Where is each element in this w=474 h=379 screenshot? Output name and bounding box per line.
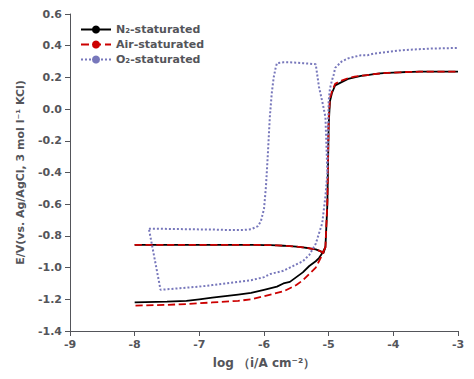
svg-text:-0.8: -0.8 bbox=[38, 229, 62, 242]
svg-text:-3: -3 bbox=[452, 338, 464, 351]
svg-text:Air-staturated: Air-staturated bbox=[116, 38, 204, 51]
svg-text:-6: -6 bbox=[258, 338, 271, 351]
svg-text:-1.0: -1.0 bbox=[38, 261, 62, 274]
svg-text:0.0: 0.0 bbox=[43, 103, 63, 116]
svg-text:-9: -9 bbox=[64, 338, 76, 351]
svg-text:O₂-staturated: O₂-staturated bbox=[116, 53, 201, 66]
svg-text:0.4: 0.4 bbox=[43, 39, 63, 52]
svg-text:0.2: 0.2 bbox=[43, 71, 63, 84]
svg-text:log （i/A cm⁻²）: log （i/A cm⁻²） bbox=[213, 356, 315, 370]
svg-text:-1.2: -1.2 bbox=[38, 293, 62, 306]
svg-text:0.6: 0.6 bbox=[43, 8, 63, 21]
svg-text:-0.4: -0.4 bbox=[38, 166, 62, 179]
svg-text:E/V(vs. Ag/AgCl, 3 mol l⁻¹ KCl: E/V(vs. Ag/AgCl, 3 mol l⁻¹ KCl) bbox=[14, 80, 27, 265]
svg-text:-8: -8 bbox=[129, 338, 141, 351]
svg-text:-0.2: -0.2 bbox=[38, 134, 62, 147]
svg-text:-4: -4 bbox=[387, 338, 400, 351]
svg-text:-0.6: -0.6 bbox=[38, 198, 62, 211]
svg-text:N₂-staturated: N₂-staturated bbox=[116, 23, 200, 36]
svg-text:-7: -7 bbox=[193, 338, 205, 351]
svg-text:-1.4: -1.4 bbox=[38, 325, 62, 338]
svg-text:-5: -5 bbox=[323, 338, 335, 351]
